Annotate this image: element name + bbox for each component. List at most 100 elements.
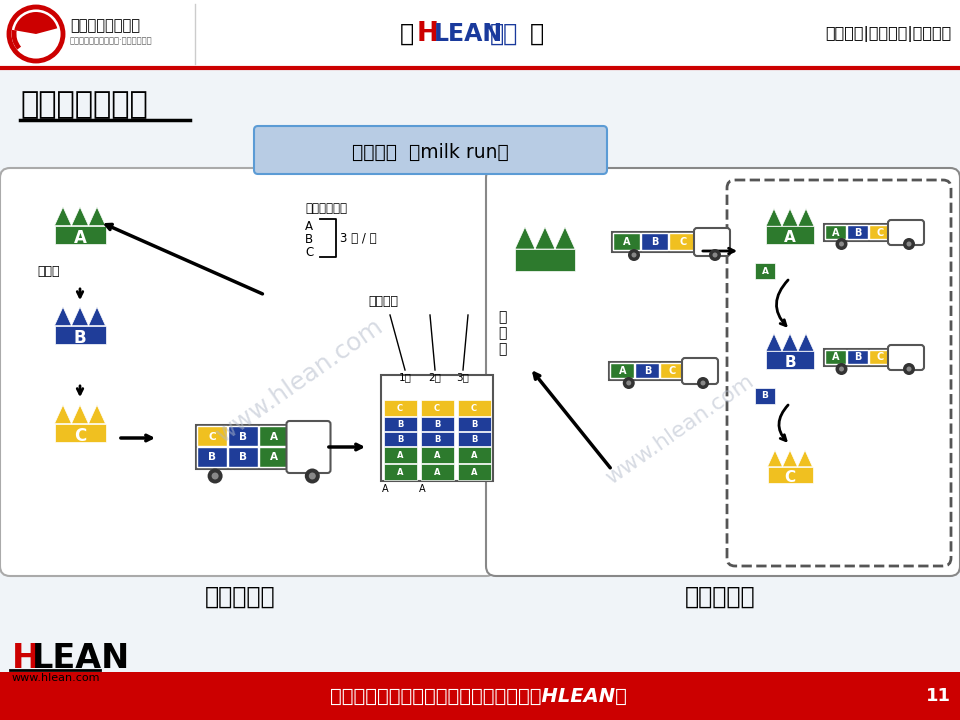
Text: B: B: [396, 420, 403, 429]
Bar: [197, 447, 227, 467]
Bar: [847, 350, 868, 364]
Text: 做行业标杆，找精弘益；要幸福高效，用HLEAN！: 做行业标杆，找精弘益；要幸福高效，用HLEAN！: [329, 686, 627, 706]
Bar: [515, 249, 575, 271]
Text: B: B: [854, 353, 862, 362]
Text: C: C: [74, 427, 86, 445]
Text: A: A: [434, 468, 441, 477]
Text: B: B: [239, 431, 247, 441]
Text: C: C: [876, 228, 883, 238]
Bar: [228, 426, 257, 446]
Text: 【: 【: [400, 22, 414, 46]
Text: 商: 商: [498, 342, 506, 356]
Polygon shape: [766, 209, 814, 226]
Text: A: A: [761, 266, 769, 276]
Text: 2次: 2次: [428, 372, 442, 382]
Text: C: C: [784, 470, 796, 485]
Bar: [766, 351, 814, 369]
Text: B: B: [305, 233, 313, 246]
Circle shape: [626, 380, 632, 385]
Bar: [228, 447, 257, 467]
FancyBboxPatch shape: [486, 168, 960, 576]
FancyBboxPatch shape: [0, 168, 496, 576]
Text: C: C: [208, 431, 216, 441]
Bar: [384, 417, 417, 431]
Circle shape: [709, 249, 721, 261]
Bar: [458, 400, 491, 416]
Wedge shape: [14, 12, 58, 34]
Text: A: A: [305, 220, 313, 233]
Text: 应: 应: [498, 326, 506, 340]
Bar: [669, 233, 696, 250]
Bar: [55, 225, 106, 244]
Circle shape: [903, 363, 915, 375]
Text: C: C: [434, 404, 440, 413]
Bar: [612, 232, 698, 252]
Text: A: A: [396, 468, 403, 477]
Text: LEAN: LEAN: [434, 22, 503, 46]
Bar: [421, 464, 454, 480]
Bar: [847, 225, 868, 239]
Polygon shape: [55, 307, 106, 325]
Circle shape: [712, 253, 717, 258]
Bar: [55, 325, 106, 344]
Bar: [613, 233, 640, 250]
Text: B: B: [434, 420, 441, 429]
Bar: [458, 464, 491, 480]
FancyBboxPatch shape: [694, 228, 730, 256]
Bar: [458, 432, 491, 446]
Polygon shape: [766, 333, 814, 351]
Text: 1次: 1次: [398, 372, 412, 382]
FancyBboxPatch shape: [888, 345, 924, 370]
Bar: [0, 672, 960, 720]
Bar: [0, 0, 960, 68]
Bar: [869, 350, 890, 364]
Circle shape: [839, 241, 844, 246]
Text: 】: 】: [530, 22, 544, 46]
Bar: [421, 432, 454, 446]
Text: B: B: [651, 237, 659, 247]
Polygon shape: [55, 405, 106, 423]
Text: A: A: [470, 468, 477, 477]
Bar: [766, 226, 814, 244]
Circle shape: [623, 377, 635, 389]
Bar: [384, 464, 417, 480]
Text: 中国先进精益管理体系·智能制造系统: 中国先进精益管理体系·智能制造系统: [70, 36, 153, 45]
Text: A: A: [470, 451, 477, 460]
Polygon shape: [767, 450, 812, 467]
Text: 11: 11: [925, 687, 950, 705]
FancyBboxPatch shape: [254, 126, 607, 174]
FancyBboxPatch shape: [727, 180, 951, 566]
FancyBboxPatch shape: [682, 358, 718, 384]
Text: www.hlean.com: www.hlean.com: [602, 372, 757, 489]
Bar: [458, 447, 491, 463]
Text: www.hlean.com: www.hlean.com: [212, 313, 388, 446]
Text: A: A: [623, 237, 631, 247]
Text: A: A: [270, 452, 278, 462]
Text: A: A: [434, 451, 441, 460]
Bar: [824, 224, 892, 241]
Bar: [635, 363, 659, 378]
Text: （客户）: （客户）: [368, 295, 398, 308]
Text: C: C: [396, 404, 403, 413]
Text: B: B: [644, 366, 651, 376]
Circle shape: [697, 377, 709, 389]
Text: 供: 供: [498, 310, 506, 324]
Text: A: A: [382, 484, 389, 494]
Circle shape: [839, 366, 844, 372]
FancyBboxPatch shape: [888, 220, 924, 245]
Bar: [610, 363, 634, 378]
Text: 外物流基本模式: 外物流基本模式: [20, 90, 148, 119]
Bar: [258, 447, 289, 467]
Bar: [421, 447, 454, 463]
Bar: [384, 447, 417, 463]
Bar: [824, 349, 892, 366]
Circle shape: [309, 472, 316, 480]
Bar: [196, 425, 291, 469]
Text: A: A: [74, 229, 86, 247]
Text: B: B: [470, 420, 477, 429]
Text: C: C: [305, 246, 313, 259]
Text: 3 次 / 天: 3 次 / 天: [340, 232, 376, 245]
Text: B: B: [239, 452, 247, 462]
Circle shape: [903, 238, 915, 250]
Text: www.hlean.com: www.hlean.com: [12, 673, 101, 683]
